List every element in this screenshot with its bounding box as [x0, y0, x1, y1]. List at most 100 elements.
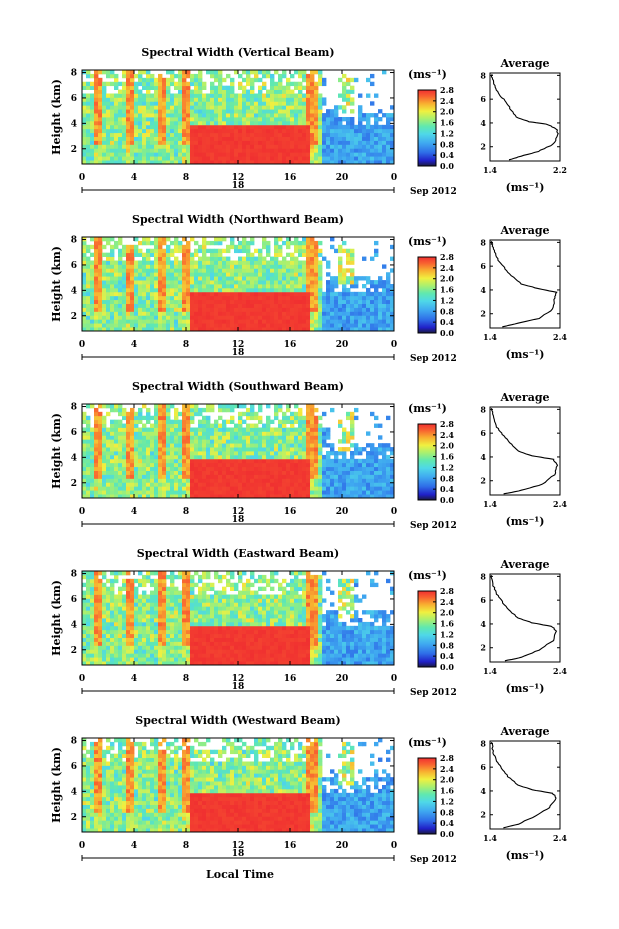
heatmap-cell	[246, 291, 251, 297]
heatmap-cell	[282, 85, 287, 90]
heatmap-cell	[98, 303, 103, 308]
heatmap-cell	[102, 474, 107, 479]
heatmap-cell	[174, 244, 179, 250]
heatmap-cell	[298, 70, 303, 75]
heatmap-cell	[238, 284, 243, 289]
heatmap-cell	[342, 140, 347, 145]
heatmap-cell	[234, 299, 239, 304]
heatmap-cell	[234, 97, 239, 102]
heatmap-cell	[90, 264, 95, 269]
heatmap-cell	[234, 124, 239, 130]
heatmap-cell	[278, 490, 283, 495]
heatmap-cell	[326, 287, 331, 293]
heatmap-cell	[294, 466, 299, 471]
heatmap-cell	[94, 451, 99, 456]
heatmap-cell	[118, 307, 123, 312]
heatmap-cell	[238, 260, 243, 265]
heatmap-cell	[122, 431, 127, 436]
heatmap-cell	[190, 486, 195, 491]
heatmap-cell	[382, 319, 387, 324]
heatmap-cell	[294, 85, 299, 90]
heatmap-cell	[146, 443, 151, 448]
heatmap-cell	[262, 160, 267, 165]
heatmap-cell	[170, 311, 175, 316]
heatmap-cell	[294, 435, 299, 440]
heatmap-cell	[86, 280, 91, 285]
heatmap-cell	[342, 136, 347, 141]
heatmap-cell	[378, 443, 383, 448]
heatmap-cell	[98, 237, 103, 242]
heatmap-cell	[206, 482, 211, 487]
x-tick-label: 16	[284, 507, 297, 517]
heatmap-cell	[90, 109, 95, 114]
heatmap-cell	[90, 454, 95, 460]
heatmap-cell	[146, 419, 151, 424]
heatmap-cell	[210, 407, 215, 413]
heatmap-cell	[138, 443, 143, 448]
heatmap-cell	[186, 315, 191, 320]
heatmap-cell	[262, 439, 267, 444]
heatmap-cell	[106, 152, 111, 157]
heatmap-cell	[98, 252, 103, 257]
heatmap-cell	[162, 486, 167, 491]
heatmap-cell	[126, 101, 131, 106]
heatmap-cell	[306, 109, 311, 114]
heatmap-cell	[206, 443, 211, 448]
heatmap-cell	[282, 299, 287, 304]
heatmap-cell	[166, 423, 171, 428]
heatmap-cell	[174, 323, 179, 328]
heatmap-cell	[206, 303, 211, 308]
heatmap-cell	[362, 124, 367, 130]
heatmap-cell	[386, 156, 391, 161]
heatmap-cell	[214, 77, 219, 83]
heatmap-cell	[294, 152, 299, 157]
heatmap-cell	[102, 89, 107, 94]
heatmap-cell	[274, 260, 279, 265]
heatmap-cell	[318, 120, 323, 126]
heatmap-cell	[126, 435, 131, 440]
heatmap-cell	[318, 97, 323, 102]
heatmap-cell	[142, 240, 147, 246]
heatmap-cell	[90, 323, 95, 328]
heatmap-cell	[286, 144, 291, 149]
heatmap-cell	[122, 443, 127, 448]
heatmap-cell	[330, 156, 335, 161]
heatmap-cell	[142, 315, 147, 320]
heatmap-cell	[206, 415, 211, 421]
heatmap-cell	[250, 466, 255, 471]
heatmap-cell	[334, 462, 339, 468]
heatmap-cell	[182, 120, 187, 126]
heatmap-cell	[286, 494, 291, 499]
heatmap-cell	[214, 101, 219, 106]
heatmap-cell	[138, 248, 143, 254]
heatmap-cell	[218, 451, 223, 456]
heatmap-cell	[178, 299, 183, 304]
heatmap-cell	[114, 128, 119, 134]
heatmap-cell	[186, 494, 191, 499]
heatmap-cell	[226, 152, 231, 157]
heatmap-cell	[194, 272, 199, 277]
heatmap-cell	[194, 327, 199, 332]
heatmap-cell	[182, 244, 187, 250]
heatmap-cell	[118, 454, 123, 460]
heatmap-cell	[158, 439, 163, 444]
heatmap-cell	[114, 244, 119, 250]
heatmap-cell	[162, 462, 167, 468]
heatmap-cell	[374, 327, 379, 332]
y-tick-label: 6	[71, 428, 77, 438]
panel-title: Spectral Width (Southward Beam)	[132, 380, 344, 393]
heatmap-cell	[146, 89, 151, 94]
heatmap-cell	[134, 152, 139, 157]
heatmap-cell	[350, 128, 355, 134]
heatmap-cell	[134, 490, 139, 495]
heatmap-cell	[202, 311, 207, 316]
heatmap-cell	[158, 280, 163, 285]
heatmap-cell	[258, 140, 263, 145]
heatmap-cell	[302, 148, 307, 153]
heatmap-cell	[210, 423, 215, 428]
heatmap-cell	[130, 124, 135, 130]
heatmap-cell	[274, 156, 279, 161]
heatmap-cell	[346, 490, 351, 495]
heatmap-cell	[138, 447, 143, 452]
heatmap-cell	[266, 120, 271, 126]
